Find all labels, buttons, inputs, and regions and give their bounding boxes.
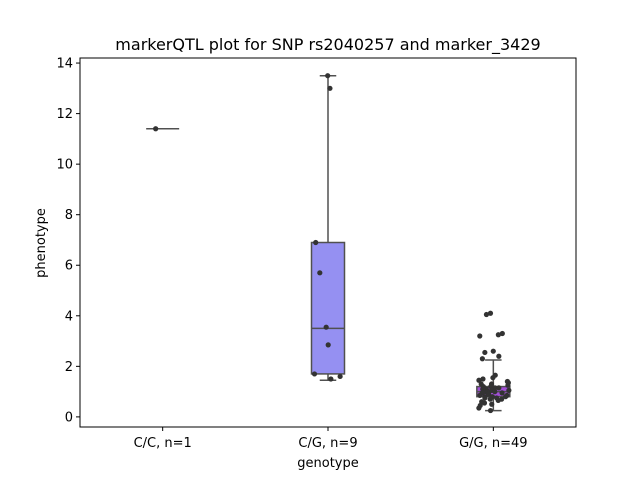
box-group-3	[476, 310, 512, 414]
y-tick-label: 10	[56, 158, 73, 173]
y-tick-label: 0	[65, 410, 73, 425]
data-point	[313, 239, 319, 246]
data-point	[482, 395, 488, 401]
data-point	[487, 310, 494, 316]
data-point	[153, 126, 159, 132]
data-point	[311, 371, 318, 377]
y-tick-label: 4	[65, 309, 73, 324]
data-point	[499, 390, 505, 396]
data-point	[506, 387, 512, 393]
data-point	[505, 382, 511, 388]
data-point	[325, 73, 331, 79]
data-point	[496, 353, 502, 359]
y-axis-label: phenotype	[34, 208, 49, 278]
data-point	[495, 332, 501, 338]
data-point	[481, 400, 488, 406]
x-axis-label: genotype	[297, 456, 358, 471]
box-group-2	[310, 73, 346, 382]
data-point	[499, 330, 505, 337]
y-tick-label: 14	[56, 57, 73, 72]
data-point	[323, 324, 329, 330]
data-point	[480, 376, 486, 382]
data-point	[487, 407, 494, 414]
data-point	[476, 377, 482, 383]
data-point	[477, 392, 483, 399]
data-point	[483, 311, 490, 318]
data-point	[317, 270, 323, 276]
x-tick-label: C/C, n=1	[134, 436, 192, 451]
iqr-box	[310, 241, 346, 375]
data-point	[487, 396, 493, 402]
box-group-1	[146, 126, 180, 132]
x-tick-label: G/G, n=49	[459, 436, 527, 451]
y-tick-label: 6	[65, 259, 73, 274]
data-point	[490, 348, 496, 354]
data-point	[489, 401, 495, 407]
data-point	[503, 394, 509, 400]
y-tick-label: 8	[65, 208, 73, 223]
data-point	[477, 333, 483, 339]
y-tick-label: 2	[65, 360, 73, 375]
data-point	[479, 356, 485, 362]
chart-title: markerQTL plot for SNP rs2040257 and mar…	[115, 35, 540, 55]
data-point	[476, 405, 482, 411]
data-point	[496, 385, 502, 391]
data-point	[490, 375, 496, 381]
x-tick-label: C/G, n=9	[298, 436, 357, 451]
data-point	[328, 376, 334, 382]
data-point	[325, 342, 331, 348]
data-point	[492, 389, 498, 395]
data-point	[327, 85, 333, 91]
y-tick-label: 12	[56, 107, 73, 122]
data-point	[495, 397, 501, 404]
data-point	[337, 373, 343, 380]
data-point	[482, 349, 488, 356]
